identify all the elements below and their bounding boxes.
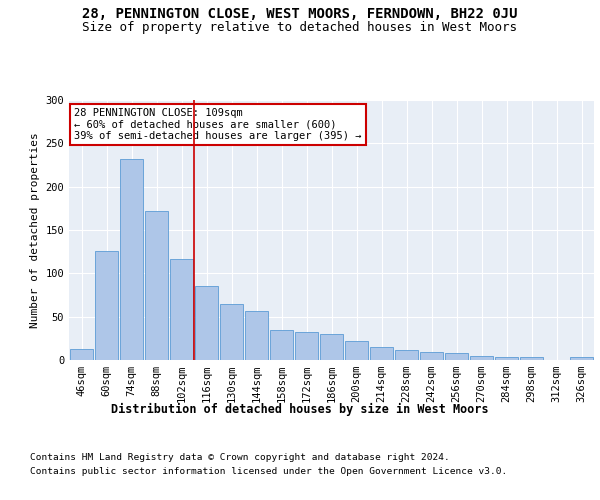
Bar bbox=[119, 159, 143, 360]
Bar bbox=[520, 358, 544, 360]
Bar bbox=[445, 353, 469, 360]
Bar bbox=[295, 332, 319, 360]
Bar bbox=[145, 211, 169, 360]
Text: 28 PENNINGTON CLOSE: 109sqm
← 60% of detached houses are smaller (600)
39% of se: 28 PENNINGTON CLOSE: 109sqm ← 60% of det… bbox=[74, 108, 362, 141]
Bar bbox=[194, 286, 218, 360]
Text: Distribution of detached houses by size in West Moors: Distribution of detached houses by size … bbox=[111, 402, 489, 415]
Bar bbox=[494, 358, 518, 360]
Y-axis label: Number of detached properties: Number of detached properties bbox=[30, 132, 40, 328]
Bar bbox=[269, 330, 293, 360]
Bar bbox=[344, 341, 368, 360]
Bar bbox=[470, 356, 493, 360]
Bar bbox=[320, 334, 343, 360]
Bar bbox=[170, 260, 193, 360]
Bar bbox=[70, 348, 94, 360]
Bar bbox=[245, 312, 268, 360]
Bar bbox=[370, 347, 394, 360]
Bar bbox=[220, 304, 244, 360]
Bar bbox=[419, 352, 443, 360]
Text: Contains public sector information licensed under the Open Government Licence v3: Contains public sector information licen… bbox=[30, 467, 507, 476]
Text: Size of property relative to detached houses in West Moors: Size of property relative to detached ho… bbox=[83, 21, 517, 34]
Bar bbox=[569, 358, 593, 360]
Bar bbox=[95, 251, 118, 360]
Text: 28, PENNINGTON CLOSE, WEST MOORS, FERNDOWN, BH22 0JU: 28, PENNINGTON CLOSE, WEST MOORS, FERNDO… bbox=[82, 8, 518, 22]
Bar bbox=[395, 350, 418, 360]
Text: Contains HM Land Registry data © Crown copyright and database right 2024.: Contains HM Land Registry data © Crown c… bbox=[30, 454, 450, 462]
